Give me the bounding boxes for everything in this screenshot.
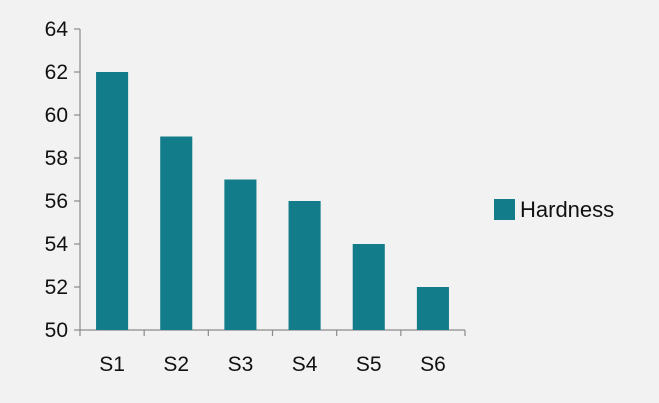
bar-s6	[416, 287, 449, 330]
legend-label-hardness: Hardness	[520, 197, 614, 222]
y-tick-label: 60	[45, 104, 68, 127]
legend-swatch-hardness	[494, 199, 515, 220]
x-tick-label: S4	[292, 353, 318, 376]
x-tick-label: S6	[420, 353, 446, 376]
bar-s3	[224, 179, 257, 330]
y-tick-label: 62	[45, 61, 68, 84]
y-axis: 50 52 54 56 58 60 62 64	[45, 18, 81, 342]
y-tick-label: 64	[45, 18, 69, 41]
y-tick-label: 54	[45, 233, 69, 256]
y-tick-label: 52	[45, 276, 68, 299]
x-tick-label: S5	[356, 353, 382, 376]
bar-s4	[288, 201, 321, 330]
bar-s1	[96, 72, 129, 330]
x-tick-label: S3	[228, 353, 254, 376]
x-tick-label: S2	[163, 353, 189, 376]
x-tick-label: S1	[99, 353, 125, 376]
y-tick-label: 50	[45, 319, 68, 342]
x-axis: S1 S2 S3 S4 S5 S6	[79, 329, 466, 376]
bars	[96, 72, 449, 330]
y-tick-label: 56	[45, 190, 68, 213]
y-tick-label: 58	[45, 147, 68, 170]
bar-s5	[352, 244, 385, 330]
legend: Hardness	[494, 197, 614, 222]
bar-s2	[160, 136, 193, 330]
